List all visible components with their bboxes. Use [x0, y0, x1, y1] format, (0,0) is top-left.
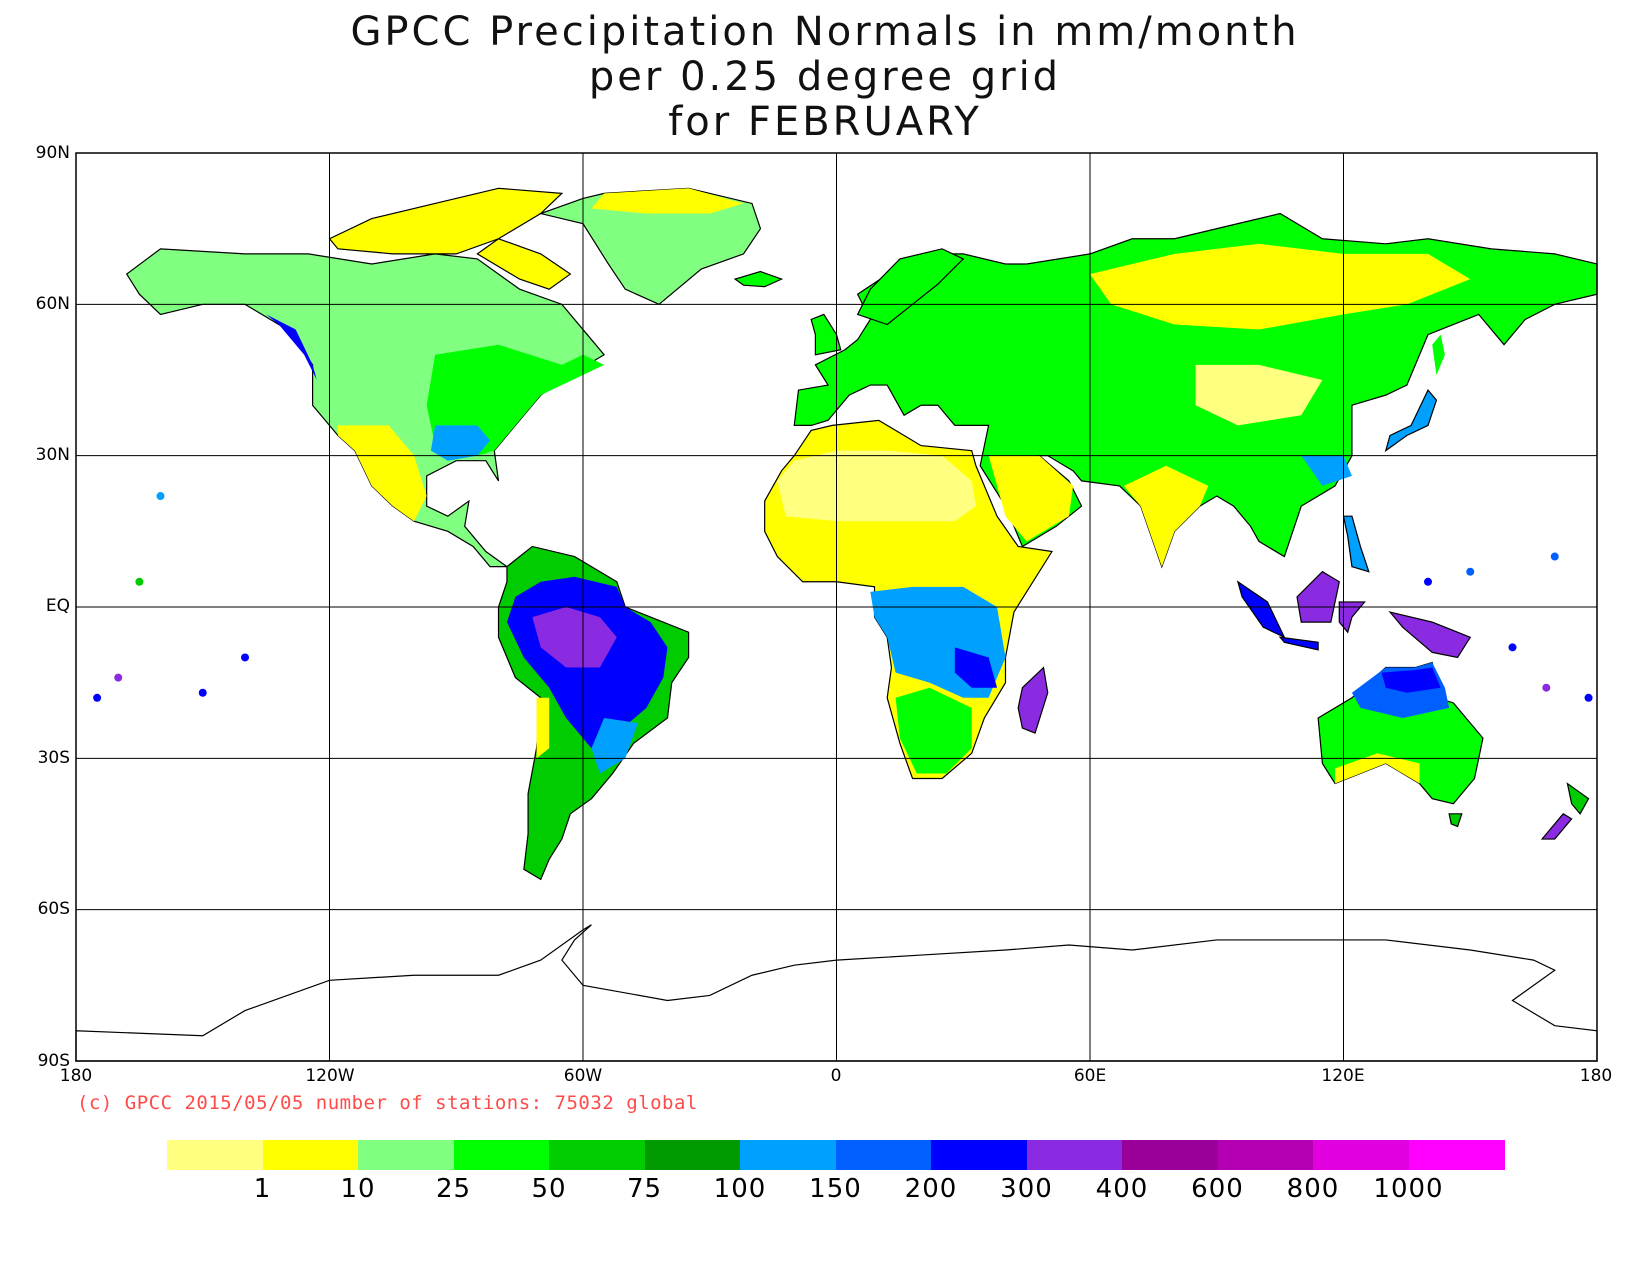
lon-label-180e: 180 — [1579, 1066, 1613, 1086]
island-dot-4 — [241, 653, 249, 662]
legend-swatch — [740, 1140, 837, 1170]
legend-swatch — [1217, 1140, 1314, 1170]
legend-label: 1 — [253, 1174, 272, 1204]
title-line-3: for FEBRUARY — [668, 99, 982, 145]
legend-swatch — [835, 1140, 932, 1170]
japan — [1384, 388, 1438, 453]
sulawesi — [1338, 601, 1366, 634]
legend-label: 100 — [713, 1174, 767, 1204]
legend-label: 200 — [904, 1174, 958, 1204]
legend-label: 800 — [1286, 1174, 1340, 1204]
lat-label-90s: 90S — [37, 1051, 70, 1071]
lon-label-120w: 120W — [305, 1066, 355, 1086]
island-dot-10 — [1424, 577, 1432, 586]
legend-swatch — [1408, 1140, 1505, 1170]
madagascar — [1017, 666, 1049, 734]
island-dot-6 — [1542, 683, 1551, 692]
lon-label-0: 0 — [830, 1066, 842, 1086]
island-dot-0 — [156, 492, 165, 501]
mexico-southwest — [337, 425, 427, 522]
philippines — [1342, 515, 1370, 573]
southeast-asia-rain — [1301, 455, 1352, 486]
new-zealand-south — [1540, 813, 1573, 840]
legend-label: 50 — [531, 1174, 567, 1204]
iceland — [733, 270, 784, 288]
lon-label-120e: 120E — [1321, 1066, 1365, 1086]
greenland-north — [591, 188, 744, 214]
lat-label-30s: 30S — [37, 748, 70, 768]
lat-label-eq: EQ — [45, 596, 70, 616]
legend-swatch — [931, 1140, 1028, 1170]
grid-lines — [76, 153, 1597, 1061]
legend-label: 25 — [435, 1174, 472, 1204]
north-america-landmass — [125, 248, 606, 568]
new-guinea — [1388, 611, 1472, 659]
island-dot-7 — [1584, 693, 1593, 702]
lon-label-180w: 180 — [59, 1066, 93, 1086]
title-line-1: GPCC Precipitation Normals in mm/month — [350, 9, 1300, 55]
scandinavia — [856, 248, 965, 326]
credit-text: (c) GPCC 2015/05/05 number of stations: … — [77, 1092, 698, 1114]
tasmania — [1448, 813, 1463, 828]
sumatra — [1236, 580, 1286, 639]
legend-swatch — [167, 1140, 264, 1170]
lat-label-60s: 60S — [37, 899, 70, 919]
legend-swatch — [1122, 1140, 1219, 1170]
east-africa-rain — [954, 647, 998, 688]
new-zealand-north — [1566, 782, 1590, 815]
legend-label: 75 — [626, 1174, 663, 1204]
lat-label-90n: 90N — [35, 143, 70, 163]
southern-africa — [895, 687, 972, 774]
legend-swatch — [549, 1140, 646, 1170]
lat-label-30n: 30N — [35, 445, 70, 465]
legend-swatch — [358, 1140, 455, 1170]
central-asia — [1195, 364, 1323, 426]
island-dot-8 — [1550, 552, 1559, 561]
uk — [810, 313, 842, 356]
baffin-island — [476, 238, 572, 290]
legend-swatch — [262, 1140, 359, 1170]
legend-swatch — [644, 1140, 741, 1170]
north-australia-core — [1381, 667, 1441, 693]
map-frame — [75, 152, 1598, 1062]
southeast-us — [430, 425, 491, 461]
title-line-2: per 0.25 degree grid — [588, 54, 1062, 100]
arabia — [988, 455, 1074, 542]
arctic-archipelago — [328, 187, 564, 255]
sahara — [777, 450, 976, 522]
legend-label: 1000 — [1373, 1174, 1444, 1204]
island-dot-9 — [1466, 567, 1475, 576]
south-australia — [1335, 753, 1420, 784]
amazon-core — [532, 607, 617, 668]
southern-brazil — [591, 717, 638, 774]
legend-label: 300 — [1000, 1174, 1053, 1204]
siberia — [1090, 243, 1471, 330]
legend-swatch — [1026, 1140, 1123, 1170]
island-dot-11 — [135, 577, 144, 586]
lat-label-60n: 60N — [35, 294, 70, 314]
lon-label-60w: 60W — [563, 1066, 603, 1086]
island-dot-2 — [114, 673, 123, 682]
legend-swatch — [453, 1140, 550, 1170]
borneo — [1296, 570, 1340, 623]
legend-label: 400 — [1095, 1174, 1149, 1204]
sakhalin — [1432, 334, 1445, 375]
legend-swatch — [1313, 1140, 1410, 1170]
india — [1123, 465, 1209, 567]
lon-label-60e: 60E — [1073, 1066, 1107, 1086]
pacific-northwest-coast — [266, 314, 317, 380]
atacama — [536, 697, 550, 759]
java — [1278, 636, 1319, 651]
island-dot-1 — [198, 688, 207, 697]
legend-label: 600 — [1191, 1174, 1244, 1204]
island-dot-5 — [1508, 643, 1517, 652]
legend-label: 150 — [809, 1174, 862, 1204]
island-dot-3 — [93, 693, 102, 702]
legend-label: 10 — [340, 1174, 376, 1204]
